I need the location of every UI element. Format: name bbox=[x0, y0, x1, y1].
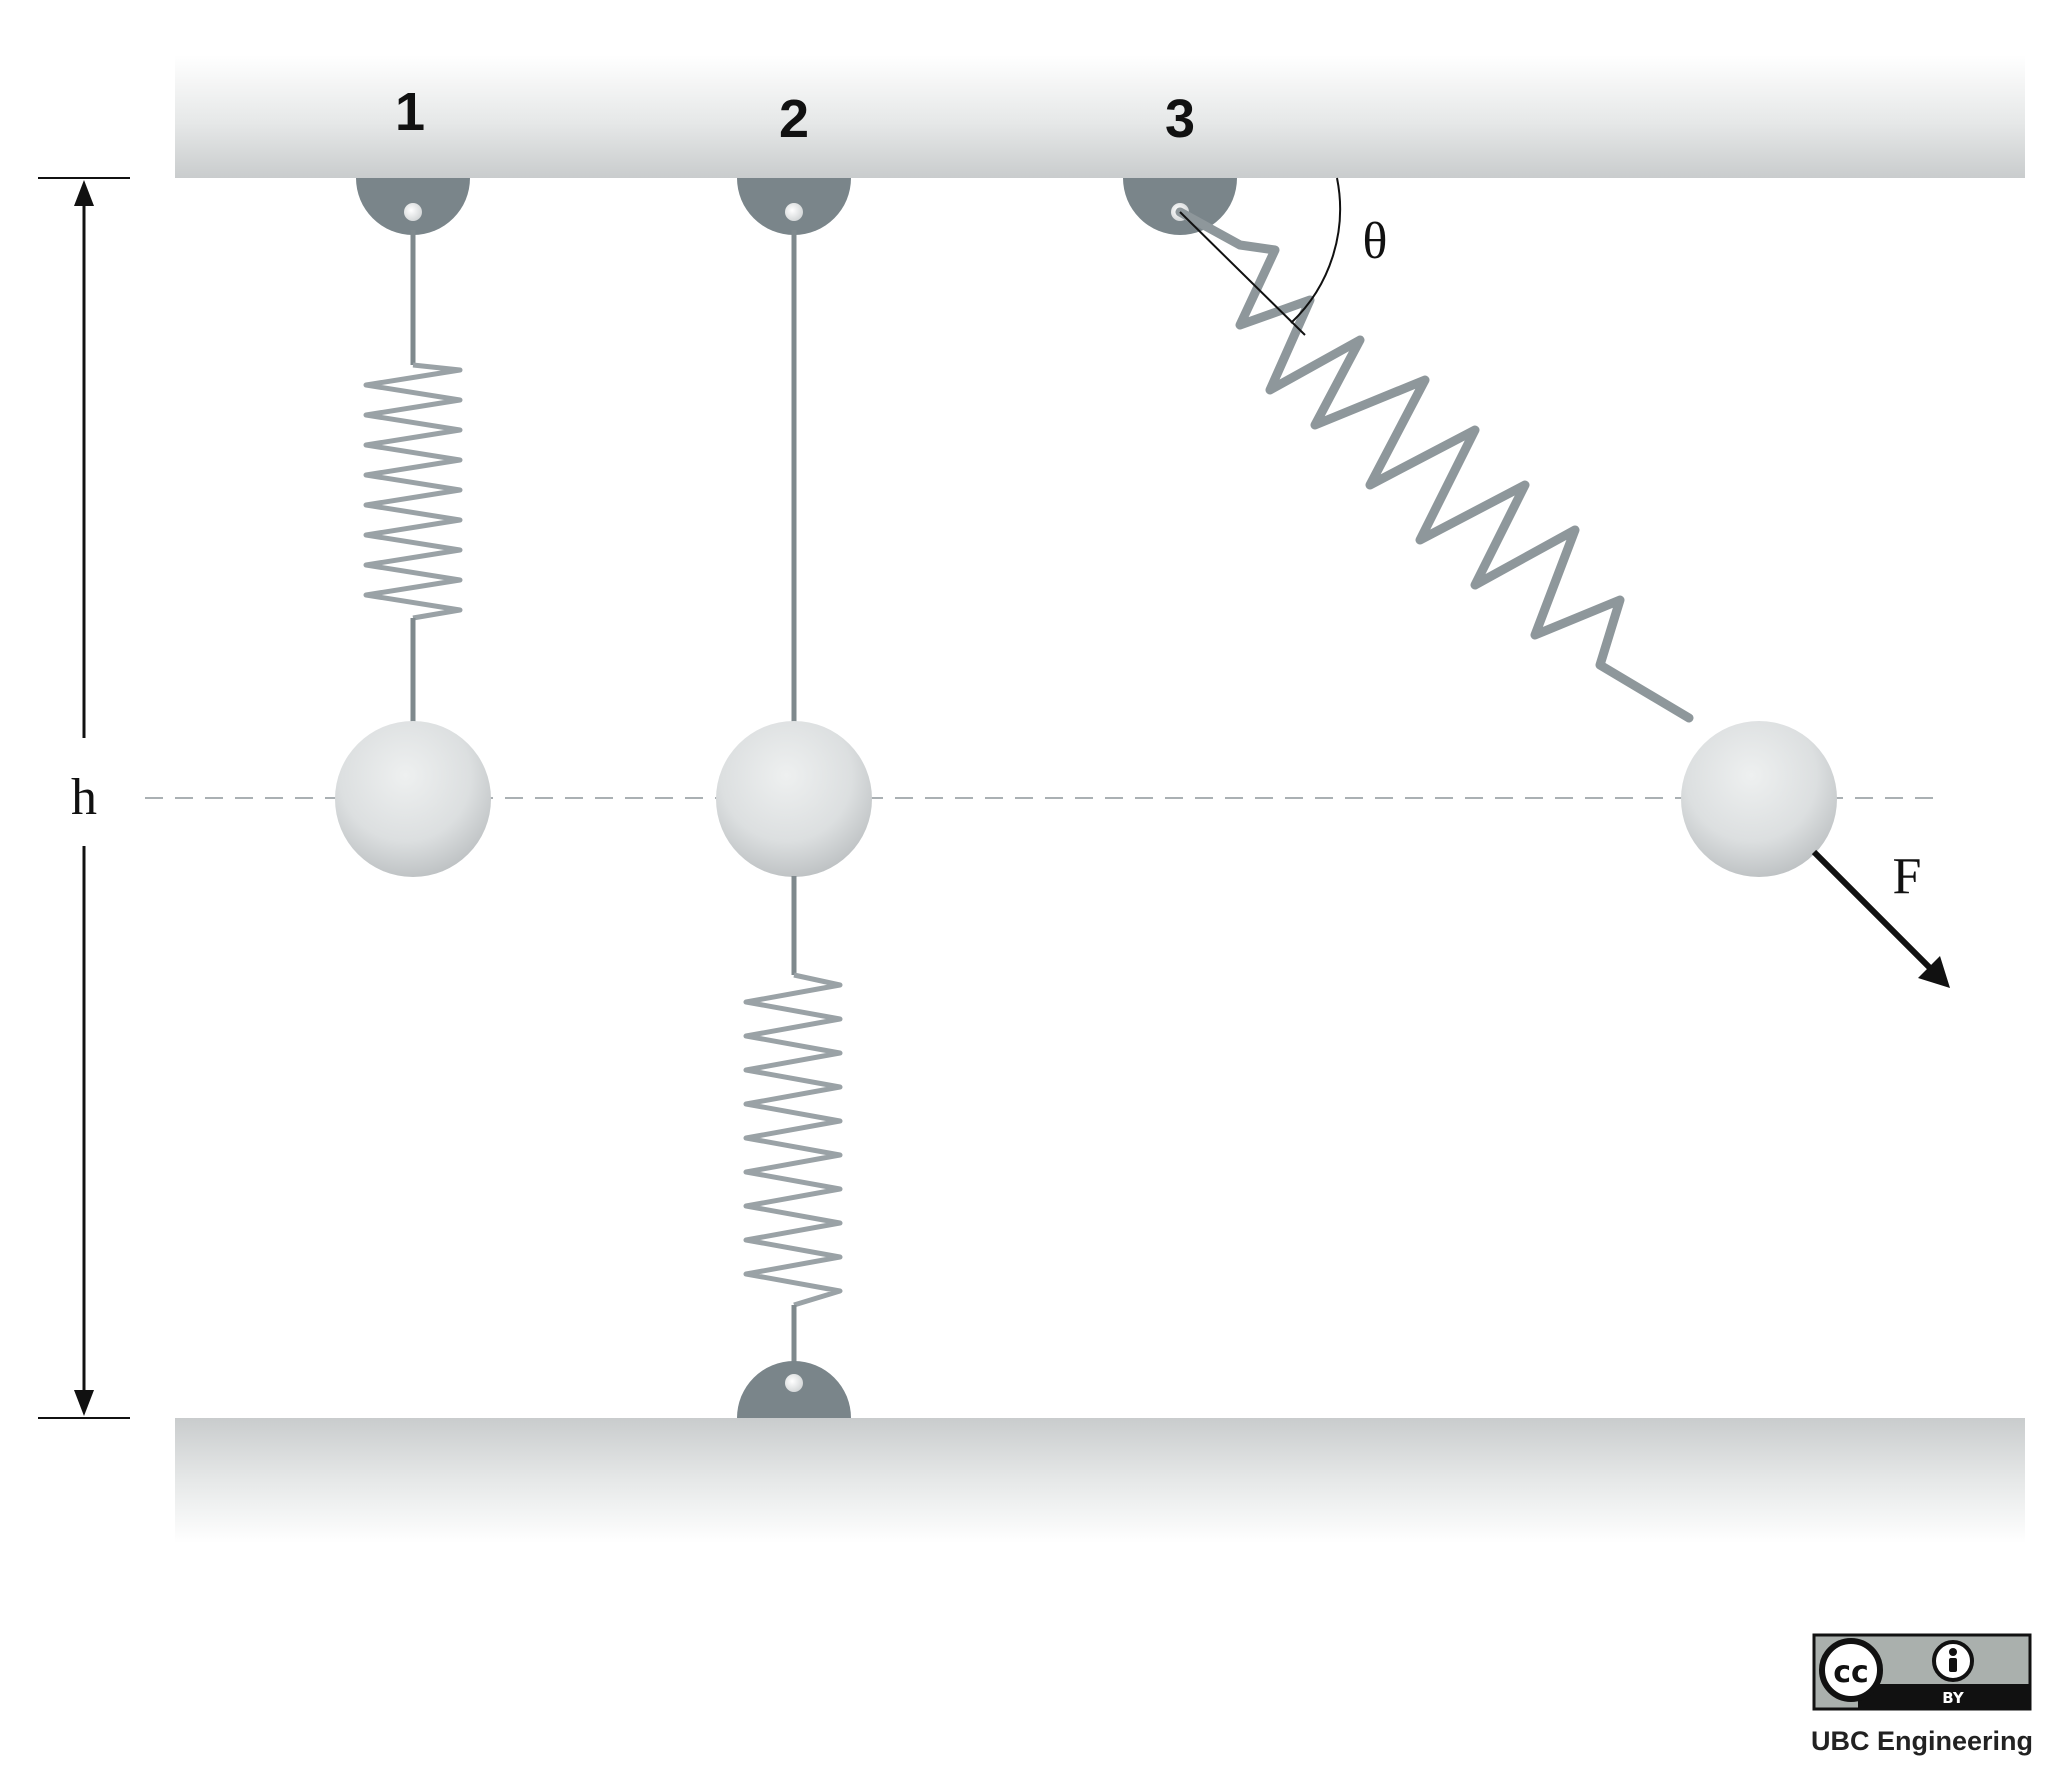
case-1-mass bbox=[335, 721, 491, 877]
case-2-spring bbox=[743, 972, 843, 1308]
height-arrowhead-up bbox=[74, 180, 94, 206]
angle-theta-label: θ bbox=[1363, 213, 1388, 270]
force-arrowhead bbox=[1918, 956, 1950, 988]
case-2-floor-anchor-pin bbox=[785, 1374, 803, 1392]
case-3-spring-axis-line bbox=[1179, 211, 1306, 336]
case-label-3: 3 bbox=[1165, 89, 1195, 149]
cc-icon bbox=[1819, 1638, 1883, 1702]
height-label: h bbox=[71, 769, 97, 826]
case-label-2: 2 bbox=[779, 89, 809, 149]
case-1-spring bbox=[363, 362, 463, 621]
case-2-anchor-pin bbox=[785, 203, 803, 221]
case-label-1: 1 bbox=[395, 82, 425, 142]
floor bbox=[175, 1418, 2025, 1543]
cc-by-license-badge[interactable]: cc BY bbox=[1812, 1633, 2032, 1711]
angle-theta-arc bbox=[1290, 177, 1342, 324]
case-3-spring bbox=[1175, 207, 1694, 723]
case-2-mass bbox=[716, 721, 872, 877]
force-arrow-shaft bbox=[1811, 849, 1933, 971]
by-label: BY bbox=[1942, 1689, 1965, 1707]
case-1-assembly bbox=[335, 178, 491, 877]
cc-icon-text: cc bbox=[1833, 1655, 1869, 1690]
case-1-anchor-pin bbox=[404, 203, 422, 221]
case-3-mass bbox=[1681, 721, 1837, 877]
height-arrowhead-down bbox=[74, 1390, 94, 1416]
credit-text: UBC Engineering bbox=[1811, 1726, 2033, 1756]
force-label: F bbox=[1893, 848, 1922, 905]
case-3-assembly: θ F bbox=[1123, 177, 1950, 988]
case-2-assembly bbox=[716, 178, 872, 1418]
ceiling bbox=[175, 55, 2025, 178]
